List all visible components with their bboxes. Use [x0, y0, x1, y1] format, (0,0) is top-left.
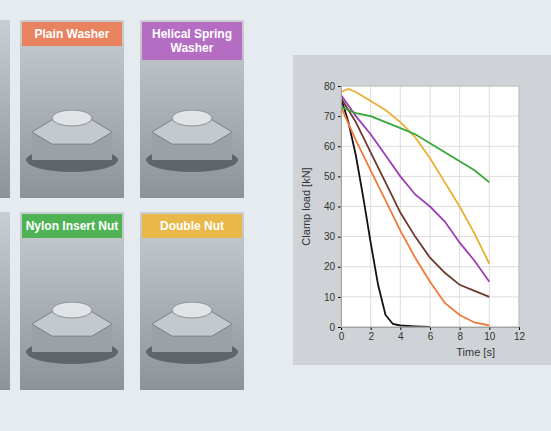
panel-badge: Plain Washer [22, 22, 122, 46]
series-line [341, 89, 489, 264]
photo-panel: Helical SpringWasher [140, 20, 244, 198]
grid-line [341, 296, 519, 297]
photo-panel-cut [0, 212, 10, 390]
tick-label: 60 [324, 141, 336, 152]
tick-label: 30 [324, 231, 336, 242]
badge-bg [22, 22, 122, 46]
bolt-end [52, 110, 92, 126]
panel-label: Plain Washer [35, 27, 110, 41]
y-axis-title: Clamp load [kN] [300, 167, 312, 245]
y-tick: 70 [324, 111, 341, 122]
x-tick: 6 [428, 327, 434, 342]
y-tick: 80 [324, 81, 341, 92]
grid-line [341, 236, 519, 237]
y-axis: 0 10 20 30 40 50 60 70 80 [324, 81, 342, 333]
tick-label: 4 [398, 331, 404, 342]
x-tick: 12 [514, 327, 526, 342]
grid [341, 86, 519, 327]
tick-label: 10 [484, 331, 496, 342]
panel-label: Double Nut [160, 219, 224, 233]
series-line [341, 107, 489, 325]
x-tick: 2 [368, 327, 374, 342]
y-tick: 20 [324, 261, 341, 272]
x-axis-title: Time [s] [456, 346, 495, 358]
grid-line [341, 266, 519, 267]
bolt-end [172, 302, 212, 318]
tick-label: 2 [368, 331, 374, 342]
plot-area [341, 86, 519, 327]
plot-frame [341, 86, 519, 327]
tick-label: 20 [324, 261, 336, 272]
photo-panel: Double Nut [140, 212, 244, 390]
photo [20, 212, 124, 390]
y-tick: 60 [324, 141, 341, 152]
y-tick: 0 [329, 322, 341, 333]
chart-panel [293, 55, 551, 365]
tick-label: 40 [324, 201, 336, 212]
x-tick: 0 [339, 327, 345, 342]
tick-label: 10 [324, 292, 336, 303]
bolt-end [52, 302, 92, 318]
y-tick: 30 [324, 231, 341, 242]
grid-line [341, 176, 519, 177]
tick-label: 50 [324, 171, 336, 182]
panel-label: Nylon Insert Nut [26, 219, 119, 233]
lines [341, 89, 489, 327]
canvas: Plain Washer Helical SpringWasher Nylon In… [0, 0, 551, 431]
series-line [341, 98, 489, 297]
tick-label: 12 [514, 331, 526, 342]
x-tick: 10 [484, 327, 496, 342]
series-line [341, 98, 430, 327]
photo [20, 20, 124, 198]
y-tick: 40 [324, 201, 341, 212]
badge-bg [22, 214, 122, 238]
badge-bg [142, 214, 242, 238]
series-line [341, 95, 489, 282]
axis-line [342, 328, 520, 331]
x-tick: 8 [457, 327, 463, 342]
panel-badge: Helical SpringWasher [142, 22, 242, 60]
tick-label: 0 [339, 331, 345, 342]
y-tick: 10 [324, 292, 341, 303]
tick-label: 6 [428, 331, 434, 342]
photo-panel-cut [0, 20, 10, 198]
panel-badge: Nylon Insert Nut [22, 214, 122, 238]
tick-label: 8 [457, 331, 463, 342]
photo [140, 212, 244, 390]
tick-label: 0 [329, 322, 335, 333]
photo [140, 20, 244, 198]
bolt-end [172, 110, 212, 126]
panel-badge: Double Nut [142, 214, 242, 238]
x-tick: 4 [398, 327, 404, 342]
tick-label: 80 [324, 81, 336, 92]
tick-label: 70 [324, 111, 336, 122]
y-tick: 50 [324, 171, 341, 182]
photo-panel: Nylon Insert Nut [20, 212, 124, 390]
series-line [341, 107, 489, 182]
badge-bg [142, 22, 242, 60]
photo-panel: Plain Washer [20, 20, 124, 198]
panel-label: Helical SpringWasher [152, 27, 232, 55]
x-axis: 0 2 4 6 8 10 12 [339, 327, 526, 342]
